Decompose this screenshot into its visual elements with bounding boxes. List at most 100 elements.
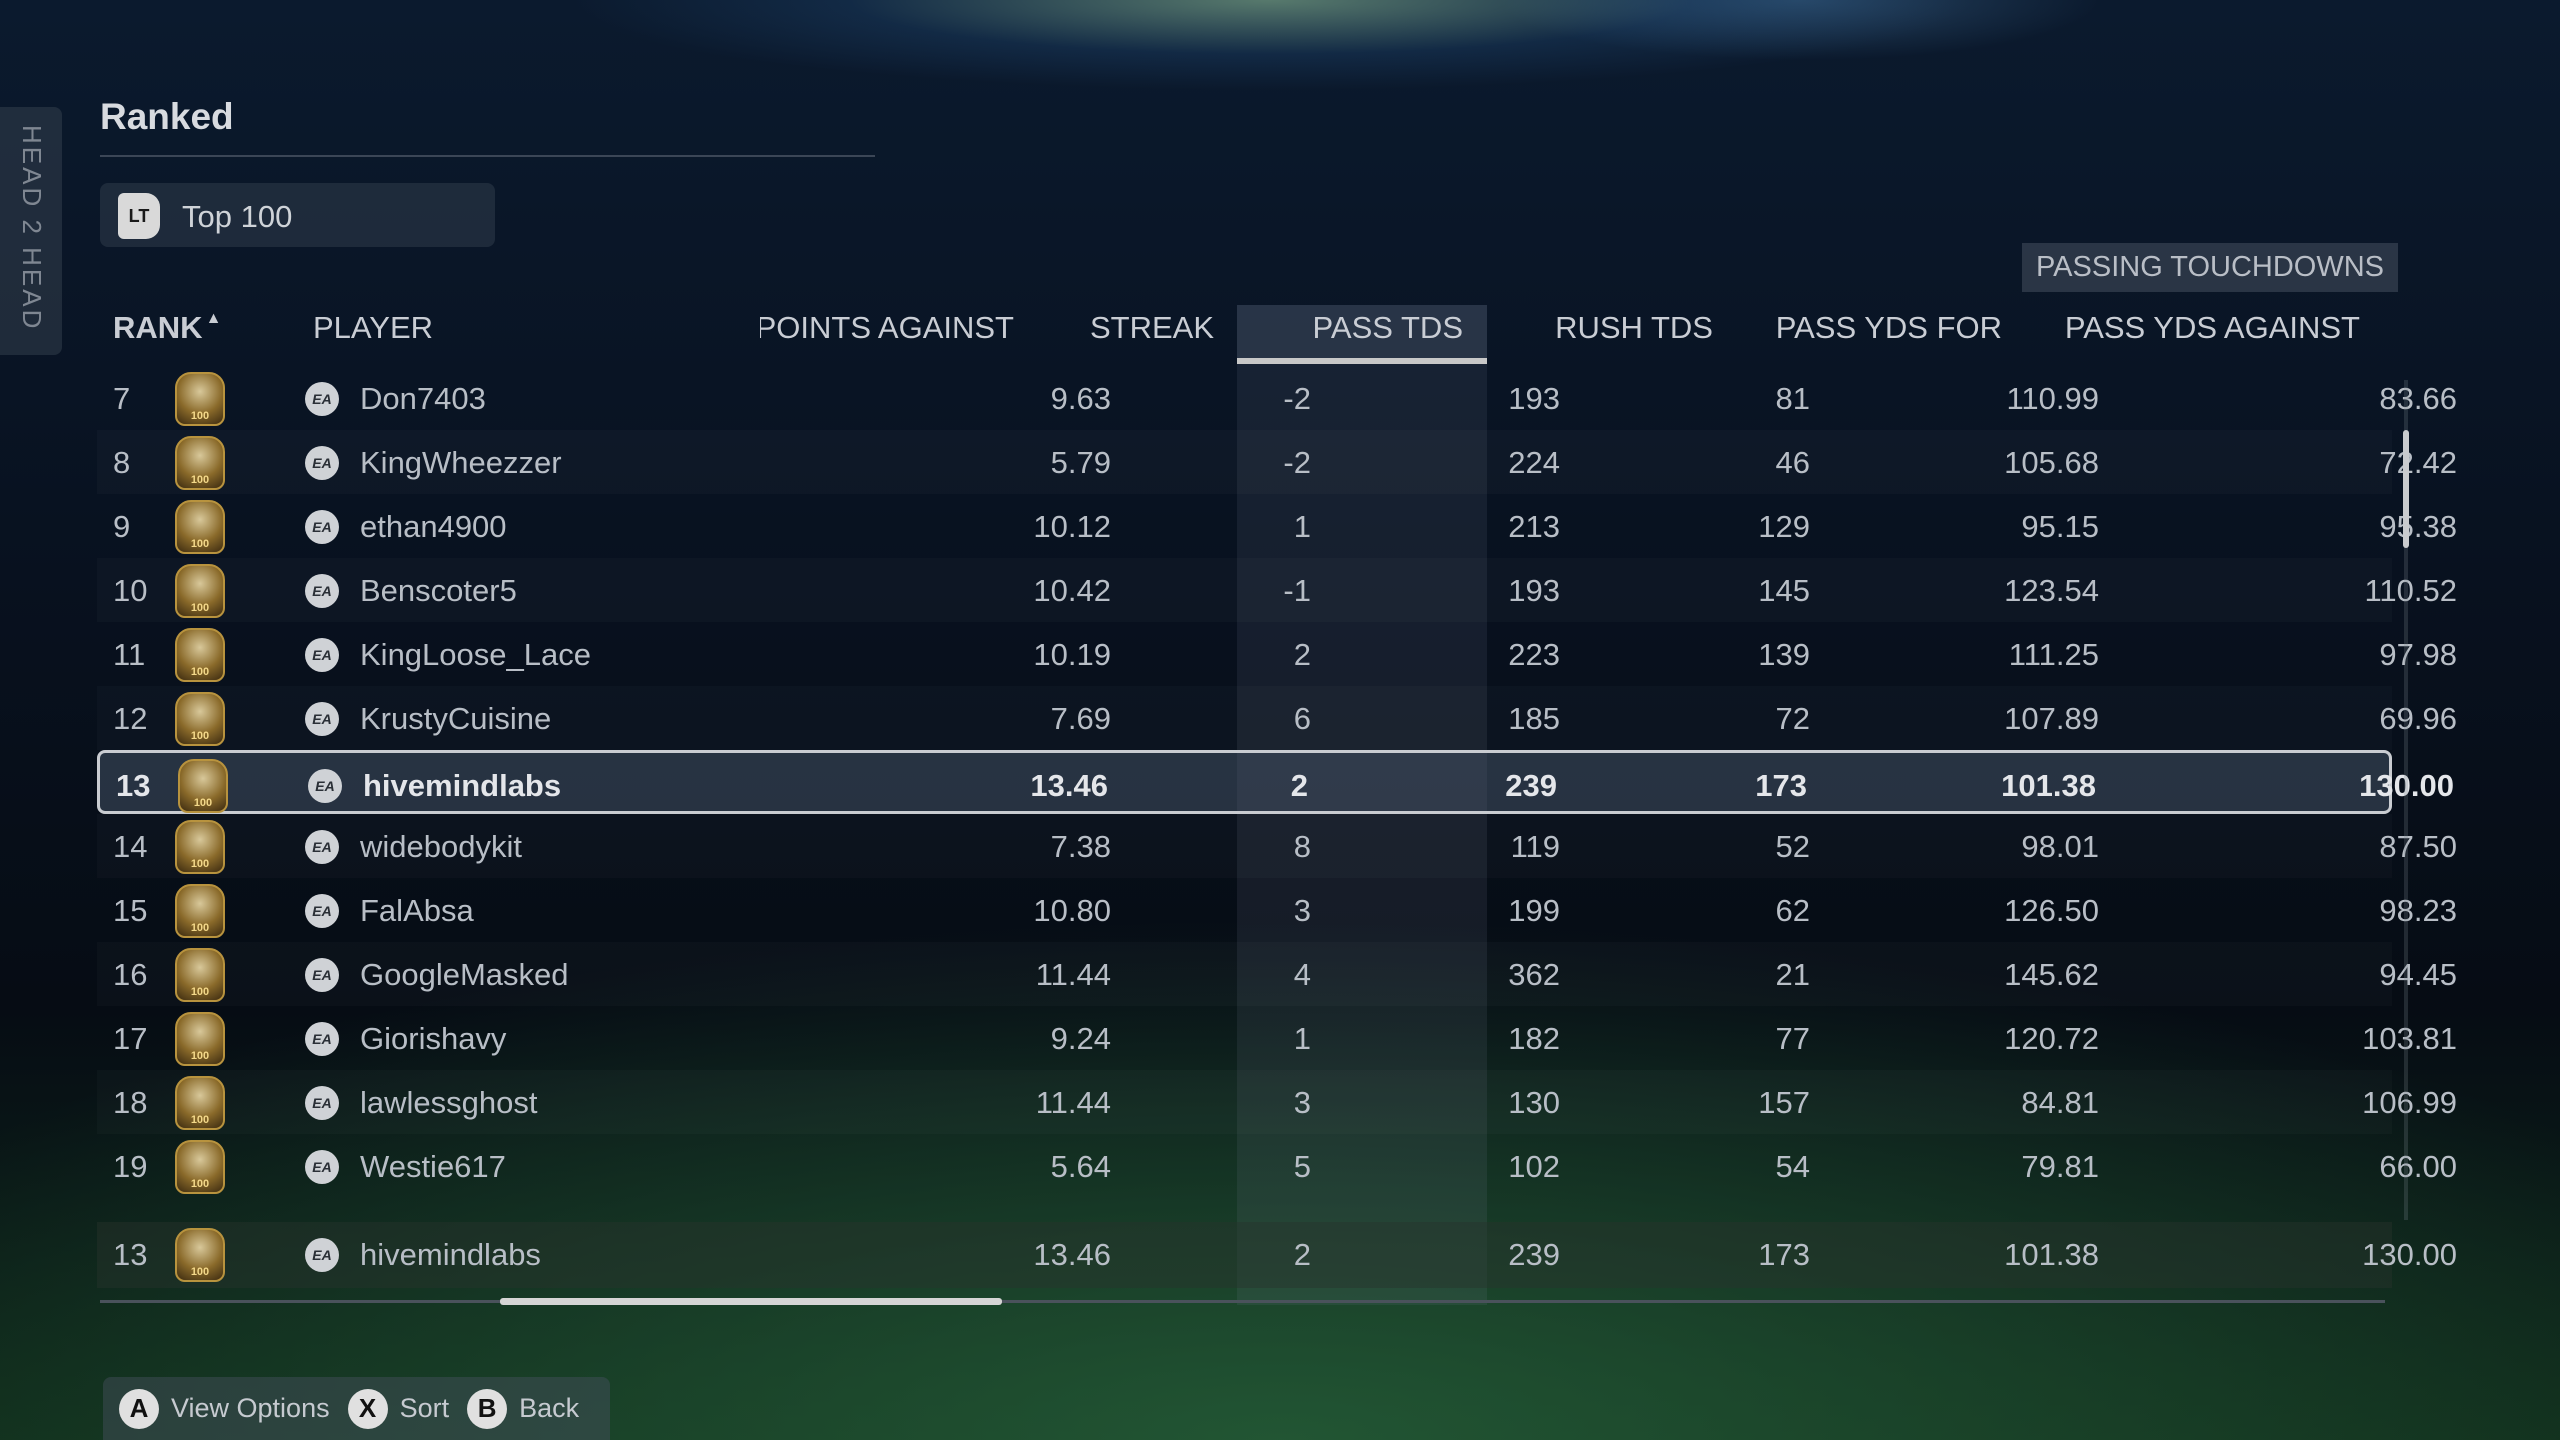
view-options-button[interactable]: A View Options bbox=[119, 1388, 330, 1429]
streak-cell: 6 bbox=[1293, 701, 1311, 736]
a-button-icon: A bbox=[119, 1388, 159, 1429]
table-row-selected[interactable]: 13 EA hivemindlabs 13.46 2 239 173 101.38 130.00 bbox=[97, 750, 2454, 814]
pass-yds-against-cell: 83.66 bbox=[2379, 381, 2457, 416]
pass-yds-against-cell: 110.52 bbox=[2364, 573, 2457, 608]
streak-cell: 2 bbox=[1293, 637, 1311, 672]
points-against-cell: 7.69 bbox=[1050, 701, 1111, 736]
pass-yds-for-cell: 145.62 bbox=[2004, 957, 2099, 992]
rush-tds-cell: 54 bbox=[1775, 1149, 1810, 1184]
header-rush-tds[interactable]: RUSH TDS bbox=[1555, 310, 1713, 345]
player-name: Westie617 bbox=[360, 1149, 506, 1184]
side-tab-label: HEAD 2 HEAD bbox=[17, 125, 47, 332]
streak-cell: 4 bbox=[1293, 957, 1311, 992]
pass-yds-against-cell: 106.99 bbox=[2362, 1085, 2457, 1120]
table-row[interactable]: 10 EA Benscoter5 10.42 -1 193 145 123.54 110.52 bbox=[97, 558, 2457, 622]
pass-tds-cell: 213 bbox=[1508, 509, 1560, 544]
header-player[interactable]: PLAYER bbox=[313, 310, 434, 345]
sorted-column-highlight bbox=[1237, 305, 1487, 1305]
rank-cell: 13 bbox=[116, 768, 151, 803]
rank-cell: 15 bbox=[113, 893, 148, 928]
header-pass-tds[interactable]: PASS TDS bbox=[1312, 310, 1463, 345]
ea-account-icon: EA bbox=[305, 574, 339, 608]
top-100-badge-icon bbox=[175, 884, 225, 938]
pass-yds-against-cell: 130.00 bbox=[2359, 768, 2454, 803]
header-streak[interactable]: STREAK bbox=[1089, 310, 1214, 345]
header-pass-yds-for[interactable]: PASS YDS FOR bbox=[1775, 310, 2002, 345]
rank-cell: 13 bbox=[113, 1237, 148, 1272]
pass-tds-cell: 199 bbox=[1508, 893, 1560, 928]
header-points-against[interactable]: POINTS AGAINST bbox=[760, 310, 1014, 345]
player-name: FalAbsa bbox=[360, 893, 474, 928]
x-button-icon: X bbox=[347, 1388, 388, 1429]
rush-tds-cell: 173 bbox=[1758, 1237, 1810, 1272]
points-against-cell: 10.80 bbox=[1033, 893, 1111, 928]
table-row[interactable]: 11 EA KingLoose_Lace 10.19 2 223 139 111.25 97.9… bbox=[97, 622, 2457, 686]
player-name: Don7403 bbox=[360, 381, 486, 416]
table-row[interactable]: 8 EA KingWheezzer 5.79 -2 224 46 105.68 72.42 bbox=[97, 430, 2457, 494]
pass-yds-against-cell: 94.45 bbox=[2379, 957, 2457, 992]
rush-tds-cell: 52 bbox=[1775, 829, 1810, 864]
points-against-cell: 7.38 bbox=[1050, 829, 1111, 864]
rush-tds-cell: 129 bbox=[1758, 509, 1810, 544]
streak-cell: -2 bbox=[1283, 381, 1311, 416]
pass-yds-for-cell: 123.54 bbox=[2004, 573, 2099, 608]
streak-cell: 8 bbox=[1293, 829, 1311, 864]
top-100-badge-icon bbox=[178, 759, 228, 813]
header-pass-yds-against[interactable]: PASS YDS AGAINST bbox=[2064, 310, 2360, 345]
pass-tds-cell: 362 bbox=[1508, 957, 1560, 992]
player-name: GoogleMasked bbox=[360, 957, 569, 992]
horizontal-scroll-thumb[interactable] bbox=[500, 1298, 1002, 1305]
rush-tds-cell: 81 bbox=[1775, 381, 1810, 416]
table-row[interactable]: 12 EA KrustyCuisine 7.69 6 185 72 107.89 69.96 bbox=[97, 686, 2457, 750]
streak-cell: -1 bbox=[1283, 573, 1311, 608]
ea-account-icon: EA bbox=[305, 958, 339, 992]
rank-cell: 9 bbox=[113, 509, 131, 544]
table-row[interactable]: 7 EA Don7403 9.63 -2 193 81 110.99 83.66 bbox=[97, 366, 2457, 430]
pass-tds-cell: 239 bbox=[1508, 1237, 1560, 1272]
ea-account-icon: EA bbox=[308, 769, 342, 803]
rush-tds-cell: 21 bbox=[1775, 957, 1810, 992]
vertical-scroll-thumb[interactable] bbox=[2403, 430, 2409, 548]
table-row[interactable]: 9 EA ethan4900 10.12 1 213 129 95.15 95.38 bbox=[97, 494, 2457, 558]
top-100-badge-icon bbox=[175, 1140, 225, 1194]
pass-tds-cell: 182 bbox=[1508, 1021, 1560, 1056]
rank-cell: 16 bbox=[113, 957, 148, 992]
page-title: Ranked bbox=[100, 96, 234, 137]
top-100-badge-icon bbox=[175, 692, 225, 746]
sort-button[interactable]: X Sort bbox=[347, 1388, 450, 1429]
pass-yds-against-cell: 97.98 bbox=[2379, 637, 2457, 672]
table-row[interactable]: 19 EA Westie617 5.64 5 102 54 79.81 66.00 bbox=[97, 1134, 2457, 1198]
pinned-user-row[interactable]: 13 EA hivemindlabs 13.46 2 239 173 101.38 130.00 bbox=[97, 1222, 2457, 1288]
filter-top-100[interactable]: LT Top 100 bbox=[100, 183, 495, 247]
table-row[interactable]: 15 EA FalAbsa 10.80 3 199 62 126.50 98.23 bbox=[97, 878, 2457, 942]
table-row[interactable]: 14 EA widebodykit 7.38 8 119 52 98.01 87.50 bbox=[97, 814, 2457, 878]
pass-tds-cell: 102 bbox=[1508, 1149, 1560, 1184]
rank-cell: 10 bbox=[113, 573, 148, 608]
table-row[interactable]: 17 EA Giorishavy 9.24 1 182 77 120.72 103.81 bbox=[97, 1006, 2457, 1070]
player-name: KingLoose_Lace bbox=[360, 637, 591, 672]
horizontal-scrollbar[interactable] bbox=[100, 1300, 2385, 1303]
header-rank[interactable]: RANK ▲ bbox=[113, 310, 221, 346]
filter-label: Top 100 bbox=[182, 199, 293, 234]
pass-tds-cell: 119 bbox=[1510, 829, 1560, 864]
back-button[interactable]: B Back bbox=[467, 1388, 579, 1429]
pass-yds-against-cell: 130.00 bbox=[2362, 1237, 2457, 1272]
rank-cell: 11 bbox=[113, 637, 146, 672]
vertical-scrollbar[interactable] bbox=[2404, 380, 2408, 1220]
rush-tds-cell: 72 bbox=[1775, 701, 1810, 736]
top-100-badge-icon bbox=[175, 1228, 225, 1282]
table-row[interactable]: 16 EA GoogleMasked 11.44 4 362 21 145.62 94.45 bbox=[97, 942, 2457, 1006]
rush-tds-cell: 46 bbox=[1775, 445, 1810, 480]
player-name: lawlessghost bbox=[360, 1085, 538, 1120]
pass-yds-for-cell: 84.81 bbox=[2021, 1085, 2099, 1120]
points-against-cell: 13.46 bbox=[1030, 768, 1108, 803]
sort-label: Sort bbox=[399, 1393, 450, 1423]
rank-cell: 19 bbox=[113, 1149, 148, 1184]
rank-cell: 14 bbox=[113, 829, 148, 864]
table-row[interactable]: 18 EA lawlessghost 11.44 3 130 157 84.81 106.99 bbox=[97, 1070, 2457, 1134]
pass-tds-cell: 239 bbox=[1505, 768, 1557, 803]
streak-cell: 3 bbox=[1293, 1085, 1311, 1120]
head-2-head-tab[interactable]: HEAD 2 HEAD bbox=[0, 107, 62, 355]
pass-yds-against-cell: 66.00 bbox=[2379, 1149, 2457, 1184]
points-against-cell: 9.63 bbox=[1050, 381, 1111, 416]
